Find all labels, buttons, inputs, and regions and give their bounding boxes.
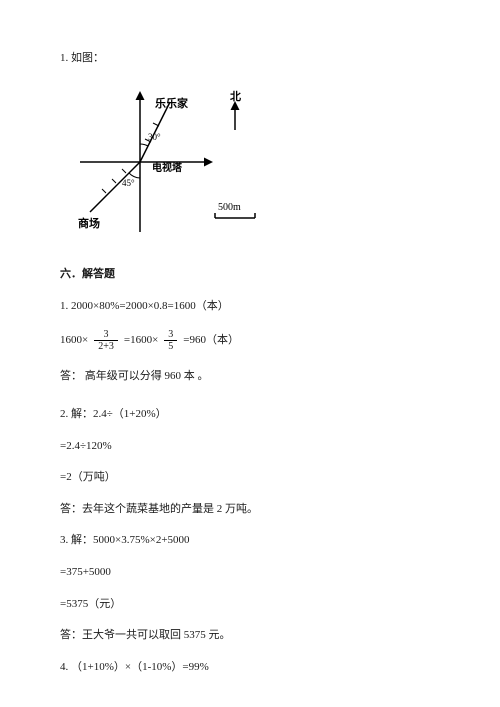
label-scale: 500m xyxy=(218,202,241,213)
p1-line1: 1. 2000×80%=2000×0.8=1600（本） xyxy=(60,298,440,316)
label-market: 商场 xyxy=(78,216,100,230)
frac2-num: 3 xyxy=(164,329,177,341)
diagram: 乐乐家 北 30° 电视塔 45° 商场 500m xyxy=(60,82,440,249)
p2-answer: 答：去年这个蔬菜基地的产量是 2 万吨。 xyxy=(60,501,440,519)
p2-line2: =2.4÷120% xyxy=(60,438,440,456)
q1-label: 1. 如图： xyxy=(60,50,440,68)
frac1-den: 2+3 xyxy=(94,341,118,352)
frac2-den: 5 xyxy=(164,341,177,352)
frac1-num: 3 xyxy=(94,329,118,341)
p1-l2c: =960（本） xyxy=(183,332,239,350)
p3-line2: =375+5000 xyxy=(60,564,440,582)
section6-title: 六．解答题 xyxy=(60,266,440,284)
p3-answer: 答：王大爷一共可以取回 5375 元。 xyxy=(60,627,440,645)
p2-line1: 2. 解：2.4÷（1+20%） xyxy=(60,406,440,424)
geometry-diagram: 乐乐家 北 30° 电视塔 45° 商场 500m xyxy=(60,82,270,242)
fraction-1: 3 2+3 xyxy=(94,329,118,352)
label-tower: 电视塔 xyxy=(152,161,183,174)
p2-line3: =2（万吨） xyxy=(60,469,440,487)
p3-line3: =5375（元） xyxy=(60,596,440,614)
p1-line2: 1600× 3 2+3 =1600× 3 5 =960（本） xyxy=(60,329,440,352)
label-home: 乐乐家 xyxy=(155,96,189,110)
label-north: 北 xyxy=(230,89,241,103)
fraction-2: 3 5 xyxy=(164,329,177,352)
p1-l2a: 1600× xyxy=(60,332,88,350)
label-angle45: 45° xyxy=(122,178,135,188)
p1-l2b: =1600× xyxy=(124,332,158,350)
label-angle30: 30° xyxy=(148,132,161,142)
p1-answer: 答： 高年级可以分得 960 本 。 xyxy=(60,368,440,386)
p4-line1: 4. （1+10%）×（1-10%）=99% xyxy=(60,659,440,677)
p3-line1: 3. 解：5000×3.75%×2+5000 xyxy=(60,532,440,550)
